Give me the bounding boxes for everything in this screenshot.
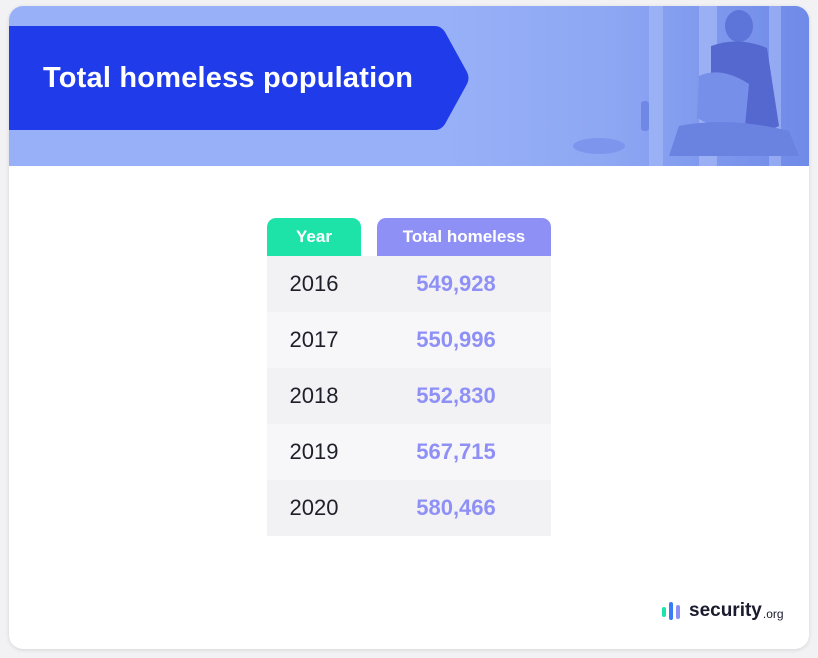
total-cell: 549,928: [416, 271, 496, 296]
table-row: 2019 567,715: [267, 424, 551, 480]
total-cell: 580,466: [416, 495, 496, 520]
year-column-header: Year: [267, 218, 361, 256]
total-column-header: Total homeless: [377, 218, 551, 256]
table-row: 2016 549,928: [267, 256, 551, 312]
table-row: 2020 580,466: [267, 480, 551, 536]
page-title: Total homeless population: [43, 62, 414, 94]
background-photo: [449, 6, 809, 166]
table-row: 2018 552,830: [267, 368, 551, 424]
total-cell: 567,715: [416, 439, 496, 464]
brand-name: security: [689, 600, 762, 621]
brand-mark-icon: [662, 602, 680, 620]
year-cell: 2018: [289, 383, 339, 408]
year-cell: 2019: [289, 439, 339, 464]
infographic-card: Total homeless population Year Total hom…: [9, 6, 809, 649]
total-cell: 552,830: [416, 383, 496, 408]
total-cell: 550,996: [416, 327, 496, 352]
brand-logo: security .org: [661, 600, 784, 622]
brand-tld: .org: [762, 607, 784, 621]
year-cell: 2016: [289, 271, 339, 296]
header-banner: Total homeless population: [9, 6, 809, 166]
year-cell: 2020: [289, 495, 339, 520]
year-cell: 2017: [289, 327, 339, 352]
title-badge: [9, 26, 469, 130]
table-row: 2017 550,996: [267, 312, 551, 368]
